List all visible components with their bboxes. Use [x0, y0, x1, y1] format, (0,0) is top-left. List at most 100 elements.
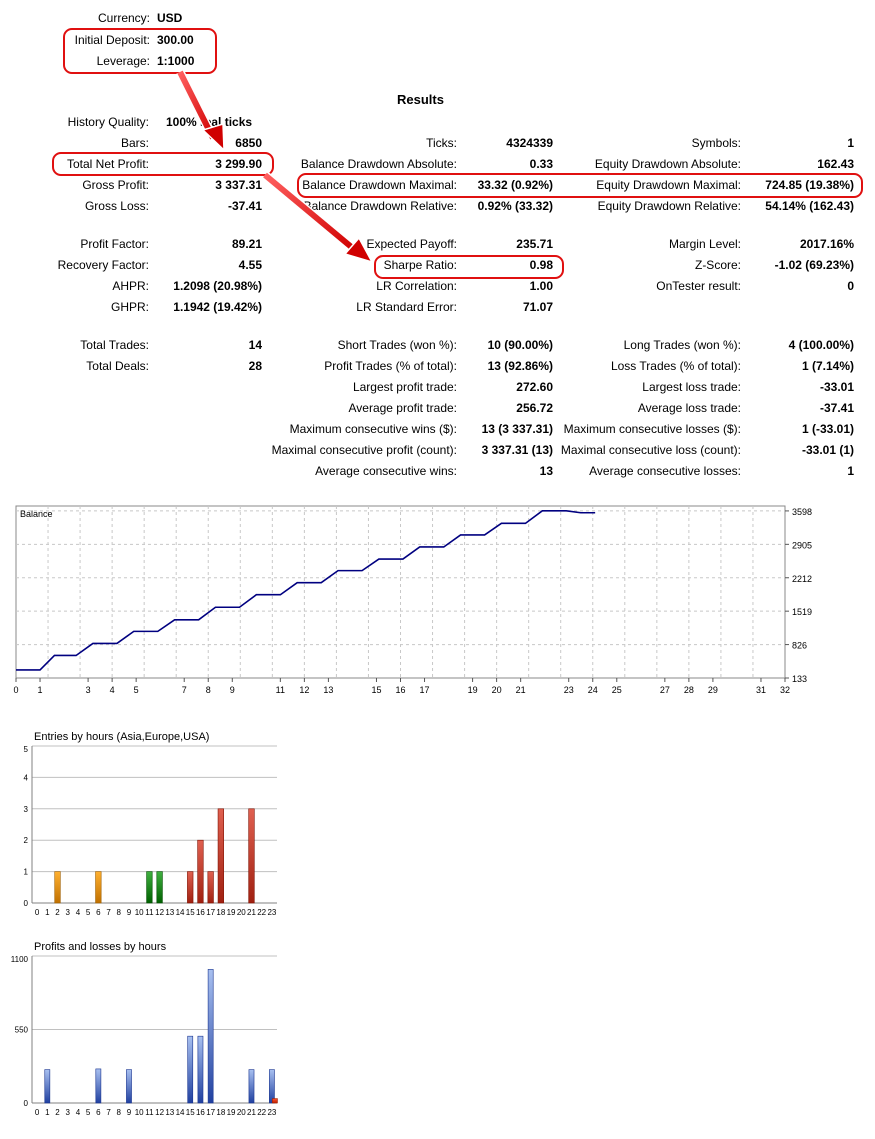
- balance-xtick-label: 29: [708, 685, 718, 695]
- col3-value-9: -33.01: [819, 380, 854, 394]
- c4-xtick-label: 3: [66, 1108, 71, 1117]
- balance-xtick-label: 17: [420, 685, 430, 695]
- balance-xtick-label: 4: [110, 685, 115, 695]
- c1-ytick-label: 3: [24, 805, 29, 814]
- balance-ytick-label: 133: [792, 674, 807, 684]
- col3-value-8: 1 (7.14%): [801, 359, 854, 373]
- col3-value-7: 4 (100.00%): [788, 338, 854, 352]
- col3-label-13: Average consecutive losses:: [589, 464, 741, 478]
- c1-bar-15: [187, 871, 194, 904]
- c4-xtick-label: 22: [257, 1108, 266, 1117]
- col2-value-8: 10 (90.00%): [487, 338, 553, 352]
- c4-bar-loss-23: [272, 1098, 278, 1104]
- c1-bar-16: [197, 839, 204, 904]
- c4-xtick-label: 16: [196, 1108, 205, 1117]
- balance-xtick-label: 27: [660, 685, 670, 695]
- c4-bar-9: [126, 1069, 132, 1104]
- col3-value-12: -33.01 (1): [801, 443, 854, 457]
- c1-xtick-label: 9: [127, 908, 132, 917]
- c1-xtick-label: 8: [117, 908, 122, 917]
- c1-bar-6: [95, 871, 102, 904]
- profits-losses-by-months-chart: Profits and losses by months085017002550…: [584, 926, 875, 1136]
- balance-xtick-label: 32: [780, 685, 790, 695]
- c4-xtick-label: 15: [186, 1108, 195, 1117]
- col1-label-7: GHPR:: [110, 300, 149, 314]
- balance-xtick-label: 20: [492, 685, 502, 695]
- c4-xtick-label: 20: [237, 1108, 246, 1117]
- c4-xtick-label: 17: [206, 1108, 215, 1117]
- col3-value-11: 1 (-33.01): [801, 422, 854, 436]
- c4-xtick-label: 6: [96, 1108, 101, 1117]
- col2-label-13: Maximal consecutive profit (count):: [271, 443, 457, 457]
- results-title: Results: [397, 92, 444, 107]
- col3-label-4: Margin Level:: [668, 237, 741, 251]
- c1-xtick-label: 12: [155, 908, 164, 917]
- c1-ytick-label: 2: [24, 836, 29, 845]
- col2-label-3: Balance Drawdown Relative:: [303, 199, 457, 213]
- highlight-deposit-leverage: [63, 28, 217, 74]
- col2-label-7: LR Standard Error:: [356, 300, 457, 314]
- c4-ytick-label: 1100: [11, 955, 29, 964]
- col3-value-3: 54.14% (162.43): [765, 199, 854, 213]
- balance-ytick-label: 826: [792, 641, 807, 651]
- c4-title: Profits and losses by hours: [34, 941, 167, 953]
- col2-label-1: Balance Drawdown Absolute:: [300, 157, 457, 171]
- highlight-net-profit: [52, 152, 274, 176]
- c1-xtick-label: 20: [237, 908, 246, 917]
- col1-label-3: Gross Loss:: [84, 199, 149, 213]
- leverage-label: Leverage:: [96, 54, 150, 68]
- c1-xtick-label: 23: [267, 908, 276, 917]
- c1-xtick-label: 19: [227, 908, 236, 917]
- col3-label-8: Loss Trades (% of total):: [610, 359, 741, 373]
- c4-bar-6: [95, 1068, 102, 1104]
- col1-label-1: Total Net Profit:: [66, 157, 149, 171]
- currency-label: Currency:: [97, 11, 150, 25]
- col3-value-10: -37.41: [819, 401, 854, 415]
- col2-value-4: 235.71: [516, 237, 553, 251]
- c1-xtick-label: 15: [186, 908, 195, 917]
- balance-ytick-label: 1519: [792, 607, 812, 617]
- c4-xtick-label: 4: [76, 1108, 81, 1117]
- c1-xtick-label: 0: [35, 908, 40, 917]
- c1-xtick-label: 22: [257, 908, 266, 917]
- col2-value-5: 0.98: [529, 258, 553, 272]
- col3-value-0: 1: [847, 136, 854, 150]
- entries-by-hours-chart: Entries by hours (Asia,Europe,USA)012345…: [24, 731, 277, 917]
- balance-xtick-label: 8: [206, 685, 211, 695]
- c4-xtick-label: 10: [135, 1108, 144, 1117]
- c4-bar-23: [269, 1069, 275, 1104]
- col3-value-5: -1.02 (69.23%): [774, 258, 854, 272]
- c4-bar-16: [197, 1035, 204, 1104]
- col2-label-2: Balance Drawdown Maximal:: [302, 178, 457, 192]
- c4-xtick-label: 18: [216, 1108, 225, 1117]
- c1-xtick-label: 11: [145, 908, 154, 917]
- c1-xtick-label: 2: [55, 908, 60, 917]
- col2-label-10: Largest profit trade:: [352, 380, 457, 394]
- col2-value-12: 13 (3 337.31): [481, 422, 553, 436]
- annotation-arrows: [175, 69, 374, 264]
- balance-xtick-label: 11: [276, 685, 285, 695]
- col3-label-5: Z-Score:: [694, 258, 741, 272]
- balance-xtick-label: 21: [516, 685, 526, 695]
- col1-label-0: Bars:: [120, 136, 149, 150]
- balance-xtick-label: 23: [564, 685, 574, 695]
- col2-value-13: 3 337.31 (13): [481, 443, 553, 457]
- col2-value-1: 0.33: [529, 157, 553, 171]
- col1-label-2: Gross Profit:: [82, 178, 149, 192]
- balance-xtick-label: 24: [588, 685, 598, 695]
- c4-xtick-label: 5: [86, 1108, 91, 1117]
- balance-xtick-label: 16: [395, 685, 405, 695]
- arrow-to-sharpe-ratio: [262, 171, 374, 264]
- col2-value-6: 1.00: [529, 279, 553, 293]
- col3-label-7: Long Trades (won %):: [623, 338, 741, 352]
- currency-value: USD: [157, 11, 183, 25]
- c4-ytick-label: 550: [15, 1026, 29, 1035]
- c4-xtick-label: 2: [55, 1108, 60, 1117]
- col2-value-3: 0.92% (33.32): [477, 199, 553, 213]
- col2-label-9: Profit Trades (% of total):: [324, 359, 457, 373]
- c1-ytick-label: 4: [24, 773, 29, 782]
- c4-xtick-label: 11: [145, 1108, 154, 1117]
- col1-label-6: AHPR:: [112, 279, 149, 293]
- c4-bar-17: [207, 969, 214, 1104]
